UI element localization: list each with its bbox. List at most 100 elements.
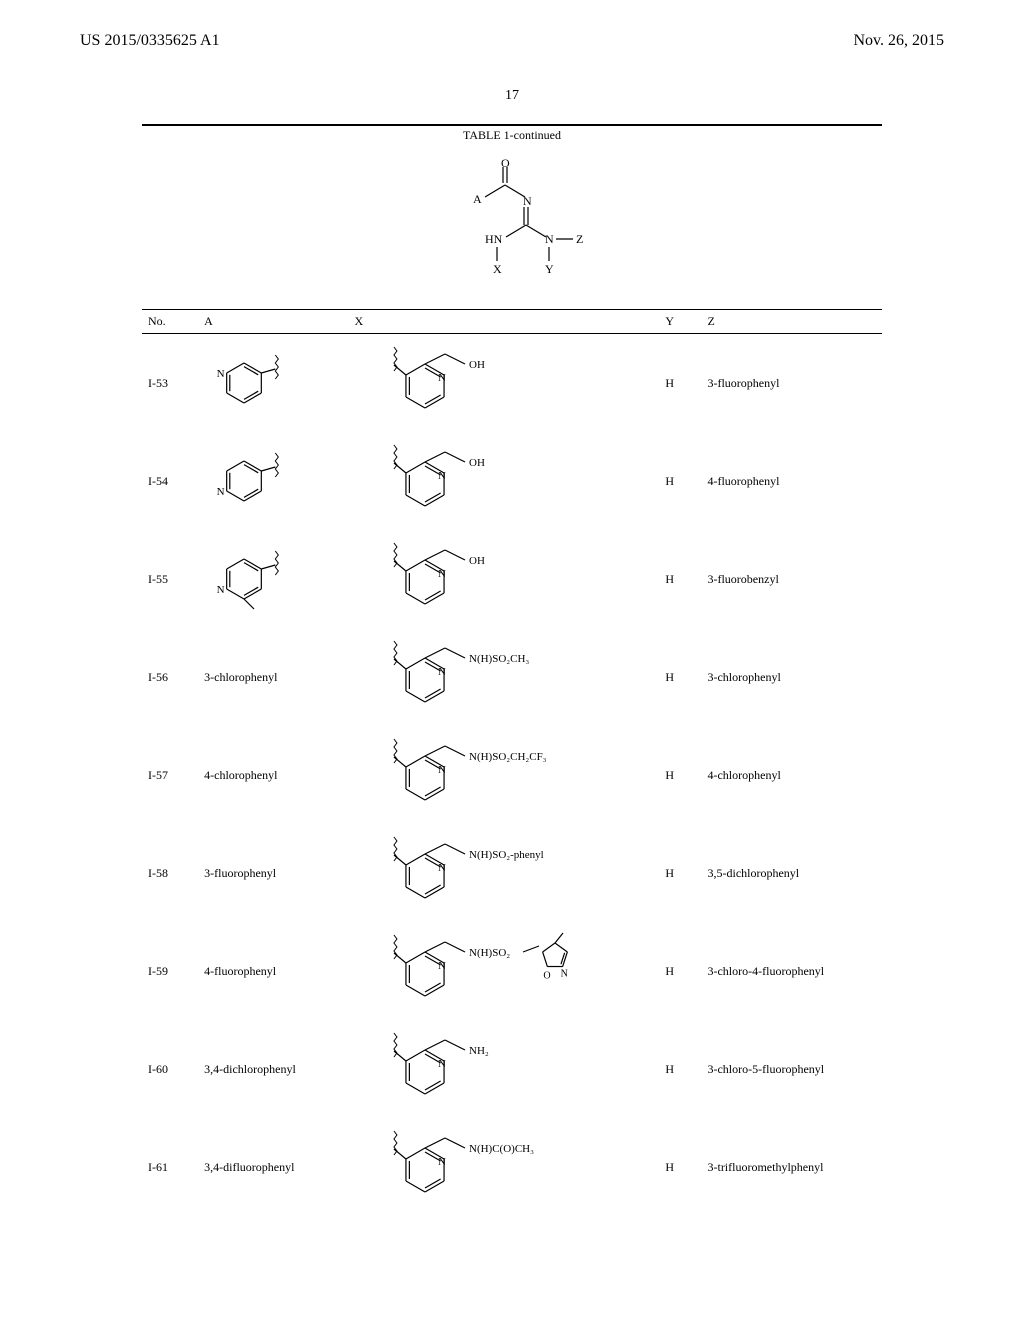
cell-y: H (659, 530, 701, 628)
svg-text:N: N (438, 470, 446, 482)
cell-no: I-60 (142, 1020, 198, 1118)
cell-y: H (659, 922, 701, 1020)
cell-no: I-53 (142, 334, 198, 433)
cell-z: 4-fluorophenyl (701, 432, 882, 530)
page-number: 17 (0, 88, 1024, 104)
cell-z: 3-fluorophenyl (701, 334, 882, 433)
cell-a: N (198, 530, 348, 628)
structure-a: N (204, 446, 342, 516)
svg-text:O: O (501, 157, 510, 170)
table-container: TABLE 1-continued O A N HN N (142, 124, 882, 1216)
cell-a: 3,4-dichlorophenyl (198, 1020, 348, 1118)
structure-x: N OH (355, 438, 654, 524)
cell-z: 4-chlorophenyl (701, 726, 882, 824)
cell-a: 4-fluorophenyl (198, 922, 348, 1020)
structure-x: N N(H)C(O)CH₃ (355, 1124, 654, 1210)
svg-text:OH: OH (469, 359, 485, 371)
cell-z: 3-chloro-4-fluorophenyl (701, 922, 882, 1020)
structure-x: N OH (355, 536, 654, 622)
svg-text:OH: OH (469, 457, 485, 469)
svg-text:N(H)SO₂: N(H)SO₂ (469, 947, 510, 959)
svg-text:N(H)SO₂-phenyl: N(H)SO₂-phenyl (469, 849, 544, 861)
cell-a: 3,4-difluorophenyl (198, 1118, 348, 1216)
table-row: I-563-chlorophenylNN(H)SO₂CH₃H3-chloroph… (142, 628, 882, 726)
structure-a: N (204, 348, 342, 418)
cell-a: 3-fluorophenyl (198, 824, 348, 922)
cell-z: 3-chlorophenyl (701, 628, 882, 726)
table-header-row: No. A X Y Z (142, 310, 882, 334)
cell-x: NN(H)SO₂CH₂CF₃ (349, 726, 660, 824)
svg-text:N: N (217, 584, 225, 596)
svg-text:N: N (438, 960, 446, 972)
structure-x: N NH₂ (355, 1026, 654, 1112)
table-row: I-583-fluorophenylNN(H)SO₂-phenylH3,5-di… (142, 824, 882, 922)
cell-y: H (659, 726, 701, 824)
cell-x: N OH (349, 334, 660, 433)
cell-no: I-59 (142, 922, 198, 1020)
cell-z: 3-trifluoromethylphenyl (701, 1118, 882, 1216)
doc-date: Nov. 26, 2015 (853, 32, 944, 50)
svg-text:OH: OH (469, 555, 485, 567)
cell-z: 3-fluorobenzyl (701, 530, 882, 628)
cell-x: N OH (349, 432, 660, 530)
svg-text:N: N (545, 232, 554, 246)
cell-z: 3,5-dichlorophenyl (701, 824, 882, 922)
table-row: I-574-chlorophenylNN(H)SO₂CH₂CF₃H4-chlor… (142, 726, 882, 824)
structure-x: N N(H)SO₂-phenyl (355, 830, 654, 916)
table-title: TABLE 1-continued (142, 128, 882, 143)
structure-x: N OH (355, 340, 654, 426)
cell-no: I-58 (142, 824, 198, 922)
svg-text:O: O (543, 971, 550, 982)
svg-text:NH₂: NH₂ (469, 1045, 489, 1057)
svg-text:Z: Z (576, 232, 583, 246)
table-row: I-613,4-difluorophenyl N N(H)C(O)CH₃ H3-tri… (142, 1118, 882, 1216)
svg-text:N: N (438, 1058, 446, 1070)
cell-no: I-56 (142, 628, 198, 726)
structure-a: N (204, 544, 342, 614)
cell-no: I-55 (142, 530, 198, 628)
cell-a: 4-chlorophenyl (198, 726, 348, 824)
cell-y: H (659, 432, 701, 530)
svg-text:N: N (217, 486, 225, 498)
table-row: I-55 N N OH H3-fluorobenzyl (142, 530, 882, 628)
cell-a: N (198, 432, 348, 530)
cell-a: N (198, 334, 348, 433)
cell-no: I-61 (142, 1118, 198, 1216)
compound-table: No. A X Y Z I-53NNOHH3-fluorophenylI-54N… (142, 309, 882, 1216)
svg-text:N: N (438, 372, 446, 384)
cell-no: I-57 (142, 726, 198, 824)
svg-text:N(H)SO₂CH₃: N(H)SO₂CH₃ (469, 653, 529, 665)
cell-x: NN(H)SO₂NO (349, 922, 660, 1020)
svg-text:N: N (438, 568, 446, 580)
svg-text:N: N (217, 368, 225, 380)
cell-z: 3-chloro-5-fluorophenyl (701, 1020, 882, 1118)
structure-x: N N(H)SO₂CH₃ (355, 634, 654, 720)
svg-text:A: A (473, 192, 482, 206)
cell-y: H (659, 1020, 701, 1118)
svg-text:N: N (560, 969, 567, 980)
cell-x: N OH (349, 530, 660, 628)
svg-text:N: N (438, 1156, 446, 1168)
scaffold-structure: O A N HN N Z X (142, 151, 882, 297)
structure-x: NN(H)SO₂CH₂CF₃ (355, 732, 654, 818)
svg-text:HN: HN (485, 232, 503, 246)
cell-y: H (659, 1118, 701, 1216)
svg-text:Y: Y (545, 262, 554, 276)
cell-x: N NH₂ (349, 1020, 660, 1118)
svg-text:N(H)SO₂CH₂CF₃: N(H)SO₂CH₂CF₃ (469, 751, 547, 763)
cell-x: N N(H)SO₂CH₃ (349, 628, 660, 726)
cell-a: 3-chlorophenyl (198, 628, 348, 726)
table-row: I-594-fluorophenylNN(H)SO₂NOH3-chloro-4-… (142, 922, 882, 1020)
svg-text:N: N (523, 194, 532, 208)
svg-text:N: N (438, 862, 446, 874)
structure-x: NN(H)SO₂NO (355, 928, 654, 1014)
table-row: I-54 N N OH H4-fluorophenyl (142, 432, 882, 530)
table-row: I-603,4-dichlorophenyl N NH₂ H3-chloro-5-fl… (142, 1020, 882, 1118)
doc-number: US 2015/0335625 A1 (80, 32, 220, 50)
cell-no: I-54 (142, 432, 198, 530)
svg-text:N(H)C(O)CH₃: N(H)C(O)CH₃ (469, 1143, 534, 1155)
col-header-no: No. (142, 310, 198, 334)
col-header-x: X (349, 310, 660, 334)
svg-text:N: N (438, 666, 446, 678)
col-header-a: A (198, 310, 348, 334)
